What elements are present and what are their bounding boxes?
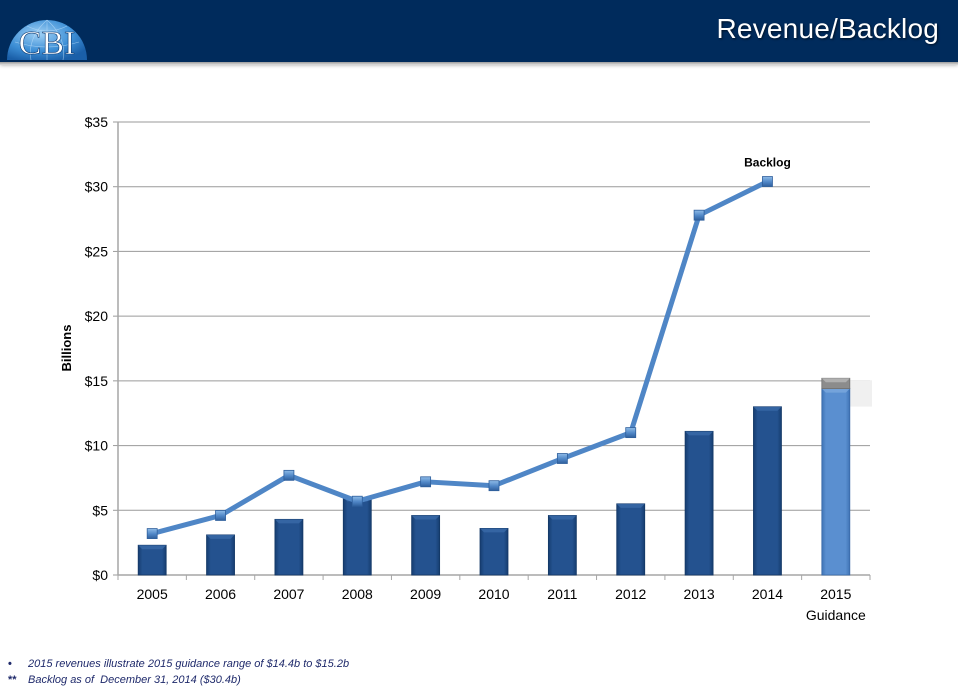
bullet-marker: • [8, 658, 12, 670]
y-tick-label: $5 [92, 502, 108, 518]
backlog-marker-2011 [556, 453, 568, 464]
x-tick-sublabel: Guidance [806, 607, 866, 623]
backlog-line [151, 179, 769, 536]
backlog-marker-2006 [215, 510, 226, 521]
backlog-series-label: Backlog [744, 156, 791, 170]
cbi-logo: CBI [7, 19, 87, 60]
footnotes: • 2015 revenues illustrate 2015 guidance … [8, 656, 349, 688]
bar-bevel [753, 406, 782, 411]
logo-text: CBI [19, 25, 76, 60]
double-asterisk-marker: ** [8, 674, 17, 686]
footnote-text: Backlog as of December 31, 2014 ($30.4b) [28, 674, 241, 686]
x-tick-label: 2007 [273, 586, 304, 602]
x-tick-label: 2009 [410, 586, 441, 602]
bar-bevel [274, 519, 303, 524]
y-tick-label: $15 [85, 373, 109, 389]
backlog-marker-2005 [146, 528, 158, 539]
bar-revenue-2013 [684, 430, 714, 576]
x-tick-label: 2011 [547, 586, 577, 602]
backlog-marker-2007 [283, 469, 295, 481]
bar-bevel [411, 515, 440, 520]
bar-bevel [616, 503, 645, 508]
bar-revenue-2011 [547, 515, 577, 576]
backlog-marker-2013 [693, 209, 705, 221]
bar-bevel [685, 431, 714, 436]
footnote-backlog: ** Backlog as of December 31, 2014 ($30.4… [8, 672, 349, 688]
bar-revenue-2006 [206, 534, 235, 576]
footnote-text: 2015 revenues illustrate 2015 guidance r… [28, 658, 350, 670]
y-tick-label: $0 [92, 567, 108, 583]
bar-revenue-2012 [616, 503, 646, 576]
x-tick-label: 2006 [205, 586, 236, 602]
bar-revenue-2009 [411, 515, 441, 576]
x-tick-label: 2014 [752, 586, 783, 602]
bar-bevel [821, 388, 850, 393]
bar-revenue-2010 [479, 528, 509, 576]
bar-bevel [821, 378, 850, 383]
backlog-marker-2012 [625, 427, 637, 439]
bar-bevel [138, 545, 167, 550]
bar-revenue-2014 [753, 406, 782, 576]
slide-header: CBI Revenue/Backlog [0, 0, 958, 62]
y-axis-title: Billions [59, 325, 74, 372]
bar-2015-guidance [821, 388, 851, 576]
page-title: Revenue/Backlog [716, 13, 939, 44]
bar-bevel [480, 528, 508, 533]
bar-revenue-2008 [342, 496, 372, 576]
x-tick-label: 2008 [342, 586, 373, 602]
y-tick-label: $35 [85, 114, 109, 130]
y-tick-label: $30 [85, 179, 109, 195]
y-tick-label: $10 [85, 438, 109, 454]
x-tick-label: 2013 [684, 586, 715, 602]
backlog-marker-2014 [762, 176, 773, 187]
x-tick-label: 2012 [615, 586, 646, 602]
x-tick-label: 2010 [478, 586, 509, 602]
y-tick-label: $20 [85, 308, 109, 324]
x-tick-label: 2005 [137, 586, 168, 602]
x-tick-label: 2015 [820, 586, 851, 602]
footnote-guidance: • 2015 revenues illustrate 2015 guidance … [8, 656, 349, 672]
y-tick-label: $25 [85, 243, 109, 259]
bar-revenue-2007 [274, 518, 304, 576]
backlog-marker-2008 [351, 495, 363, 507]
bar-bevel [206, 534, 235, 539]
guidance-band-shade [849, 380, 872, 407]
bar-bevel [548, 515, 577, 520]
header-divider [0, 62, 958, 65]
backlog-marker-2010 [488, 480, 500, 492]
backlog-marker-2009 [420, 476, 432, 488]
bar-revenue-2005 [137, 544, 167, 576]
